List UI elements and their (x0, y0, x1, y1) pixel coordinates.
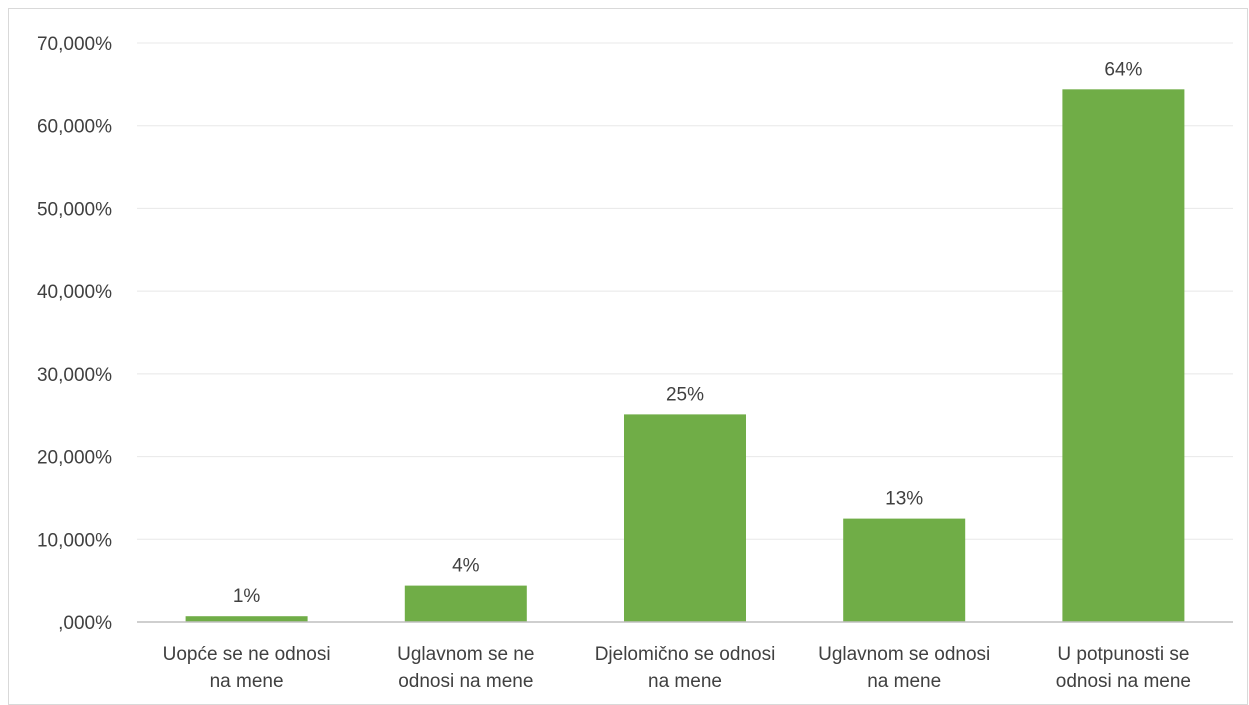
bar (1062, 89, 1185, 622)
y-tick-label: 40,000% (37, 282, 112, 303)
y-tick-label: 30,000% (37, 365, 112, 386)
y-tick-label: 10,000% (37, 530, 112, 551)
x-tick-label: odnosi na mene (1056, 671, 1191, 692)
bar (185, 616, 308, 622)
data-label: 64% (1104, 59, 1142, 80)
x-tick-label: Uopće se ne odnosi (163, 644, 331, 665)
bar (843, 518, 966, 622)
y-tick-label: 70,000% (37, 34, 112, 55)
x-tick-label: odnosi na mene (398, 671, 533, 692)
x-tick-label: Uglavnom se odnosi (818, 644, 990, 665)
x-tick-label: na mene (648, 671, 722, 692)
data-label: 13% (885, 489, 923, 510)
y-tick-label: 20,000% (37, 448, 112, 469)
data-label: 4% (452, 556, 480, 577)
x-tick-label: na mene (867, 671, 941, 692)
x-tick-label: na mene (210, 671, 284, 692)
data-label: 25% (666, 384, 704, 405)
x-tick-label: U potpunosti se (1057, 644, 1189, 665)
data-label: 1% (233, 586, 261, 607)
x-tick-label: Djelomično se odnosi (595, 644, 776, 665)
bar (404, 585, 527, 622)
y-tick-label: ,000% (58, 613, 112, 634)
y-tick-label: 50,000% (37, 199, 112, 220)
y-tick-label: 60,000% (37, 117, 112, 138)
x-tick-label: Uglavnom se ne (397, 644, 534, 665)
bar (624, 414, 746, 622)
